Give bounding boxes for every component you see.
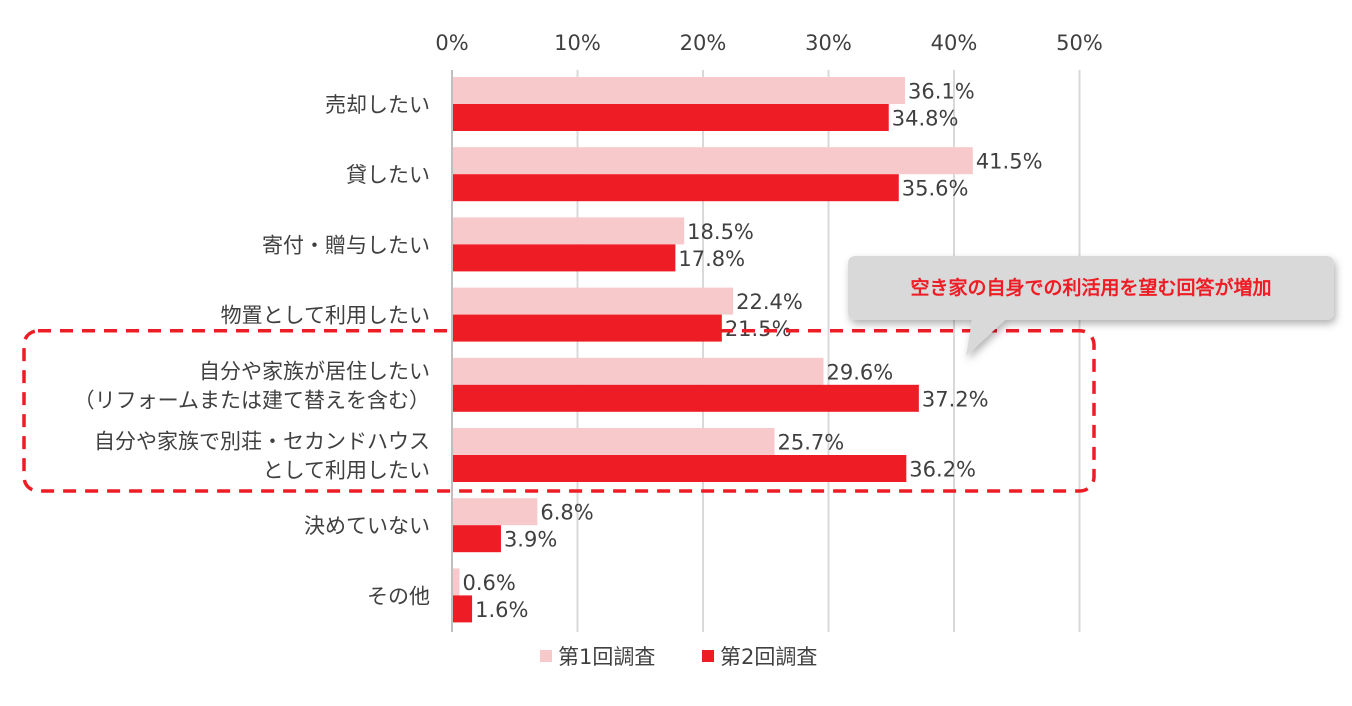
bar [452,595,473,623]
data-label: 35.6% [902,177,969,201]
data-label: 21.5% [725,317,792,341]
data-label: 37.2% [922,387,989,411]
data-label: 25.7% [778,431,845,455]
bar [452,244,676,272]
data-label: 36.1% [908,80,975,104]
category-label: その他 [367,584,430,608]
data-label: 6.8% [540,501,593,525]
data-label: 18.5% [687,220,754,244]
bar [452,357,824,385]
bar [452,287,734,315]
data-label: 29.6% [826,360,893,384]
highlight-box [22,329,1096,493]
x-tick-label: 40% [931,31,978,55]
category-label: 売却したい [325,93,430,117]
category-label: 自分や家族が居住したい [199,359,430,383]
data-label: 0.6% [463,571,516,595]
data-label: 1.6% [475,598,528,622]
data-label: 36.2% [909,458,976,482]
bar [452,77,906,104]
x-tick-label: 10% [554,31,601,55]
data-label: 3.9% [504,528,557,552]
category-label: 物置として利用したい [221,304,430,328]
category-label: として利用したい [263,459,430,483]
annotation-callout [848,256,1334,356]
data-label: 41.5% [976,150,1043,174]
data-label: 22.4% [736,290,803,314]
bar [452,568,460,596]
bar [452,455,907,482]
bar [452,498,538,526]
bar [452,217,685,245]
annotation-bubble [848,256,1334,356]
bar [452,384,919,412]
data-label: 34.8% [892,107,959,131]
x-tick-label: 30% [805,31,852,55]
category-label: （リフォームまたは建て替えを含む） [74,388,430,412]
x-tick-label: 20% [680,31,727,55]
category-label: 貸したい [346,163,430,187]
legend-swatch [540,650,552,662]
bar [452,525,501,553]
bar [452,104,889,131]
legend-swatch [702,650,714,662]
category-label: 決めていない [304,514,430,538]
category-label: 自分や家族で別荘・セカンドハウス [94,430,430,454]
bar [452,428,775,455]
bar [452,147,973,175]
x-tick-label: 0% [435,31,468,55]
x-tick-label: 50% [1056,31,1103,55]
bar [452,314,722,342]
annotation-text: 空き家の自身での利活用を望む回答が増加 [910,276,1271,299]
data-label: 17.8% [678,247,745,271]
legend-label: 第1回調査 [558,645,655,669]
bar [452,174,899,202]
category-label: 寄付・贈与したい [262,233,430,257]
legend-label: 第2回調査 [720,645,817,669]
